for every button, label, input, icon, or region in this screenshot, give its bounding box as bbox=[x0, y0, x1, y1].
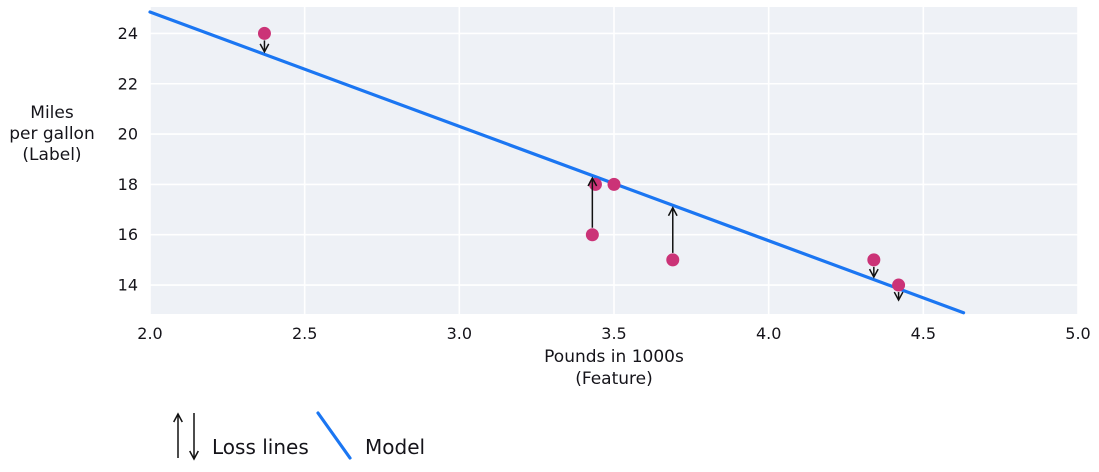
y-tick-label: 22 bbox=[118, 74, 138, 93]
x-tick-label: 3.5 bbox=[601, 324, 626, 343]
y-tick-label: 16 bbox=[118, 225, 138, 244]
legend-down-arrow-icon bbox=[189, 413, 199, 461]
x-tick-label: 2.5 bbox=[292, 324, 317, 343]
x-axis-tick-labels: 2.0 2.5 3.0 3.5 4.0 4.5 5.0 bbox=[137, 324, 1090, 343]
data-point bbox=[257, 26, 271, 40]
y-tick-label: 24 bbox=[118, 24, 138, 43]
y-axis-label-line2: per gallon bbox=[9, 124, 94, 144]
x-tick-label: 4.0 bbox=[756, 324, 781, 343]
y-axis-label-line3: (Label) bbox=[22, 145, 81, 165]
x-tick-label: 3.0 bbox=[447, 324, 472, 343]
data-point bbox=[585, 228, 599, 242]
x-tick-label: 5.0 bbox=[1065, 324, 1090, 343]
data-point bbox=[666, 253, 680, 267]
x-axis-label-line1: Pounds in 1000s bbox=[544, 347, 684, 367]
data-points bbox=[257, 26, 906, 292]
y-tick-label: 14 bbox=[118, 276, 138, 295]
y-axis-tick-labels: 14 16 18 20 22 24 bbox=[118, 24, 138, 295]
legend-loss-label: Loss lines bbox=[212, 435, 309, 459]
data-point bbox=[867, 253, 881, 267]
x-axis-label-line2: (Feature) bbox=[575, 369, 653, 389]
data-point bbox=[607, 177, 621, 191]
y-tick-label: 20 bbox=[118, 125, 138, 144]
loss-line-arrow-down bbox=[868, 266, 879, 279]
legend-up-arrow-icon bbox=[173, 412, 183, 458]
y-axis-label: Miles per gallon (Label) bbox=[9, 103, 94, 165]
legend-model-label: Model bbox=[365, 435, 425, 459]
data-point bbox=[892, 278, 906, 292]
legend: Loss lines Model bbox=[173, 411, 425, 461]
model-line bbox=[148, 10, 966, 315]
legend-model-line-icon bbox=[316, 411, 352, 460]
loss-line-arrow-up bbox=[587, 176, 598, 228]
loss-line-arrow-up bbox=[667, 206, 678, 253]
model-line-layer bbox=[148, 10, 966, 315]
legend-loss-arrows-icon bbox=[173, 412, 199, 461]
y-tick-label: 18 bbox=[118, 175, 138, 194]
y-axis-label-line1: Miles bbox=[30, 103, 74, 123]
loss-line-arrow-down bbox=[893, 291, 904, 302]
x-axis-label: Pounds in 1000s (Feature) bbox=[544, 347, 684, 389]
x-tick-label: 2.0 bbox=[137, 324, 162, 343]
x-tick-label: 4.5 bbox=[911, 324, 936, 343]
loss-line-arrow-down bbox=[259, 40, 270, 54]
loss-lines bbox=[259, 40, 904, 302]
